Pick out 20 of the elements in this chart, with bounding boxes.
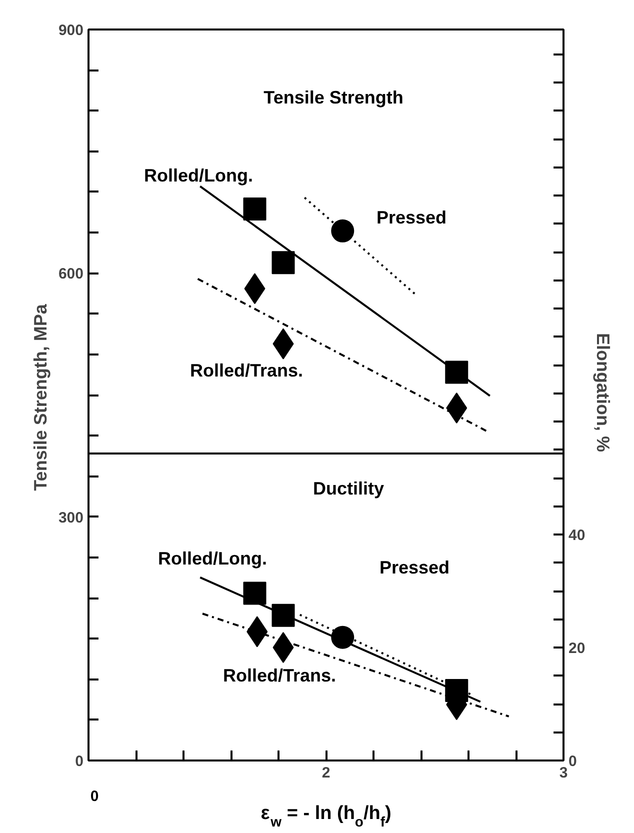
annotation: Ductility xyxy=(312,478,384,498)
y2-tick-label: 40 xyxy=(568,527,586,544)
annotation: Rolled/Long. xyxy=(158,548,267,568)
y-axis-title: Tensile Strength, MPa xyxy=(30,303,50,491)
annotation: Pressed xyxy=(379,558,450,578)
y-tick-label: 900 xyxy=(58,22,84,39)
annotation: Rolled/Long. xyxy=(144,166,253,186)
x-tick-label: 3 xyxy=(559,764,568,782)
y-tick-label: 300 xyxy=(58,509,84,526)
annotation: Rolled/Trans. xyxy=(190,360,304,380)
text: 0 xyxy=(90,788,99,805)
y2-axis-title: Elongation, % xyxy=(593,333,614,452)
annotation: Rolled/Trans. xyxy=(222,666,336,686)
annotation: Tensile Strength xyxy=(264,88,404,108)
y2-tick-label: 20 xyxy=(568,640,586,658)
y-tick-label: 600 xyxy=(58,266,84,283)
x-tick-label: 2 xyxy=(322,764,330,782)
y2-tick-label: 0 xyxy=(568,753,577,770)
annotation: Pressed xyxy=(376,208,447,228)
y-tick-label: 0 xyxy=(75,753,84,770)
